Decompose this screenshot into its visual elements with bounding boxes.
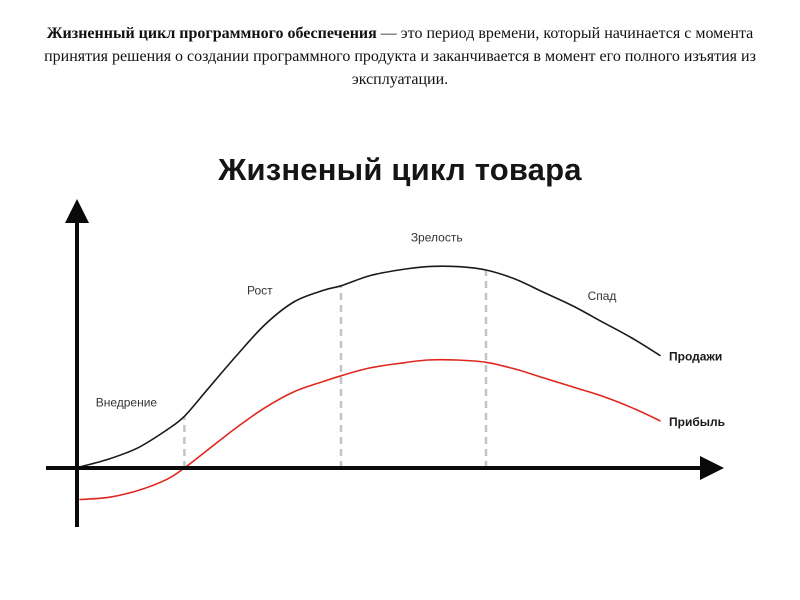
series-labels: Продажи Прибыль xyxy=(669,350,725,429)
intro-text: Жизненный цикл программного обеспечения … xyxy=(40,22,760,91)
series-layer xyxy=(79,265,661,501)
intro-definition: — это период времени, который начинается… xyxy=(44,25,756,88)
chart-title: Жизненый цикл товара xyxy=(218,152,582,187)
stage-dividers xyxy=(183,270,488,468)
series-label-2: Прибыль xyxy=(669,415,725,429)
stage-label-3: Зрелость xyxy=(411,231,463,245)
series-line-1 xyxy=(79,265,661,468)
series-label-1: Продажи xyxy=(669,350,722,364)
x-axis-arrow-icon xyxy=(700,456,724,480)
stage-label-4: Спад xyxy=(588,289,617,303)
stage-label-2: Рост xyxy=(247,283,273,297)
intro-term: Жизненный цикл программного обеспечения xyxy=(46,25,377,42)
stage-label-1: Внедрение xyxy=(96,395,158,409)
y-axis-arrow-icon xyxy=(65,199,89,223)
axes xyxy=(46,199,724,527)
stage-labels: Внедрение Рост Зрелость Спад xyxy=(96,231,617,410)
series-line-2 xyxy=(79,358,661,501)
